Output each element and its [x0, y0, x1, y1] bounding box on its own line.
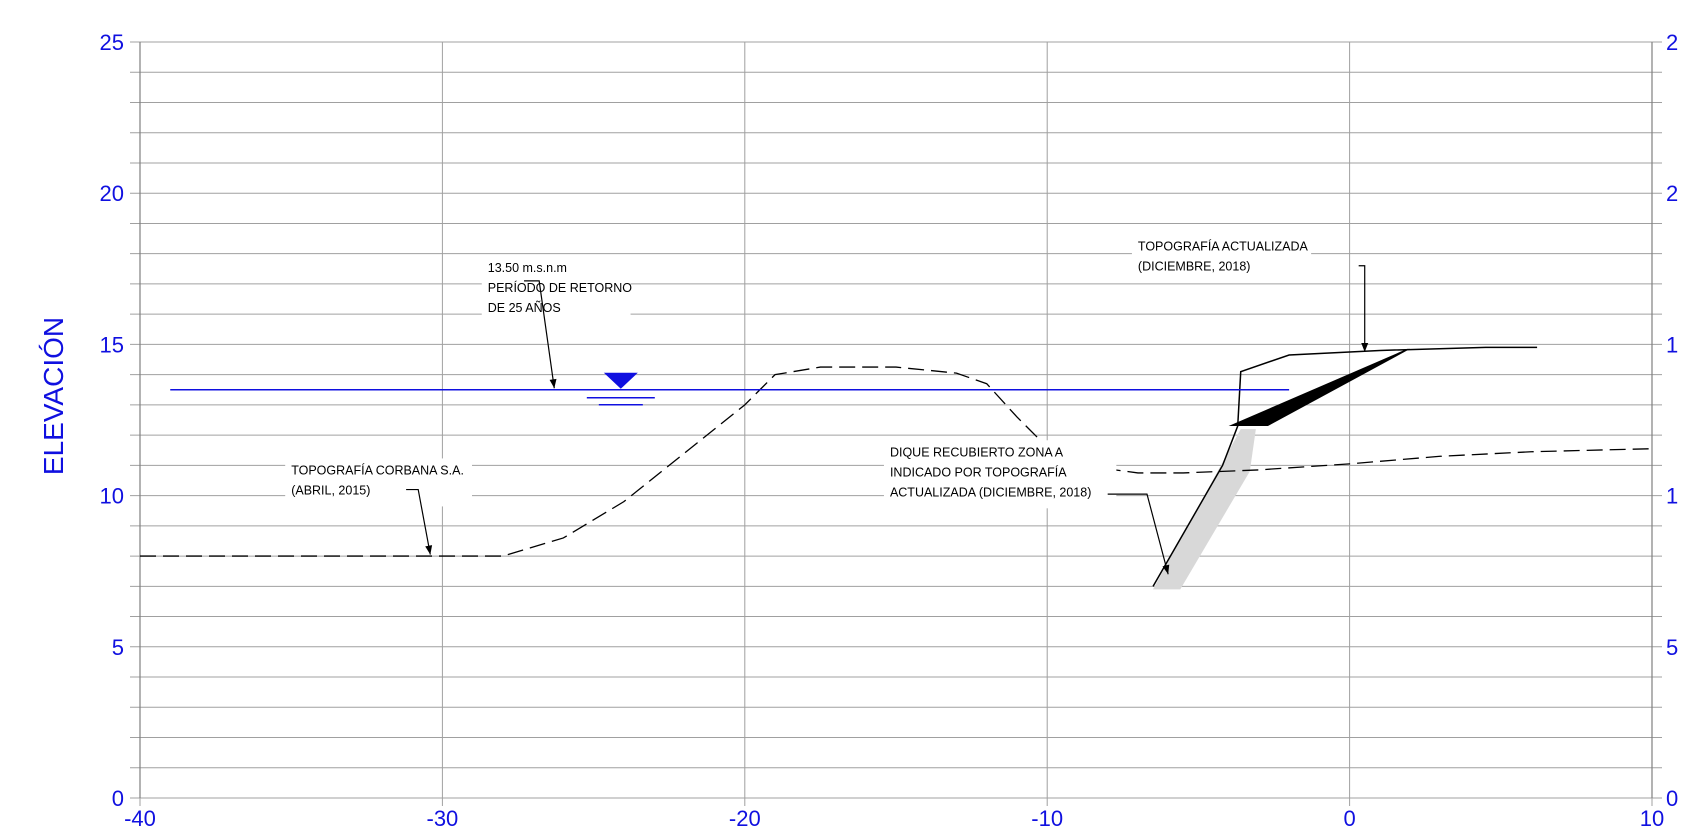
y-right-tick-label: 5 [1666, 635, 1678, 660]
x-tick-label: -10 [1031, 806, 1063, 826]
water-level-icon [604, 373, 638, 389]
annotation-text: 13.50 m.s.n.m [488, 261, 567, 275]
annotation-text: TOPOGRAFÍA ACTUALIZADA [1138, 239, 1309, 254]
y-right-tick-label: 1 [1666, 484, 1678, 509]
annotation-text: (DICIEMBRE, 2018) [1138, 260, 1251, 274]
annotation-text: TOPOGRAFÍA CORBANA S.A. [291, 462, 464, 477]
tick-labels: -40 -30 -20 -10 0 100 05 510 115 120 225 2 [100, 30, 1679, 826]
x-tick-label: -20 [729, 806, 761, 826]
y-right-tick-label: 2 [1666, 181, 1678, 206]
y-right-tick-label: 0 [1666, 786, 1678, 811]
y-tick-label: 15 [100, 332, 124, 357]
x-tick-label: -40 [124, 806, 156, 826]
annotation-text: INDICADO POR TOPOGRAFÍA [890, 464, 1067, 479]
x-tick-label: -30 [427, 806, 459, 826]
leader-line [1108, 494, 1168, 574]
leader-arrowhead [550, 379, 557, 388]
annotation-text: DE 25 AÑOS [488, 301, 561, 315]
y-tick-label: 20 [100, 181, 124, 206]
y-tick-label: 10 [100, 484, 124, 509]
x-tick-label: 10 [1640, 806, 1664, 826]
y-tick-label: 5 [112, 635, 124, 660]
y-tick-label: 25 [100, 30, 124, 55]
x-tick-label: 0 [1343, 806, 1355, 826]
leader-arrowhead [425, 545, 432, 554]
annotation-text: DIQUE RECUBIERTO ZONA A [890, 445, 1064, 459]
annotation-text: PERÍODO DE RETORNO [488, 280, 633, 295]
dike-fill [1229, 349, 1410, 426]
annotation-text: (ABRIL, 2015) [291, 483, 370, 497]
y-axis-label: ELEVACIÓN [38, 317, 69, 475]
annotation-text: ACTUALIZADA (DICIEMBRE, 2018) [890, 485, 1091, 499]
y-right-tick-label: 2 [1666, 30, 1678, 55]
leader-line [1359, 266, 1365, 352]
y-right-tick-label: 1 [1666, 332, 1678, 357]
grid [130, 42, 1662, 806]
y-tick-label: 0 [112, 786, 124, 811]
